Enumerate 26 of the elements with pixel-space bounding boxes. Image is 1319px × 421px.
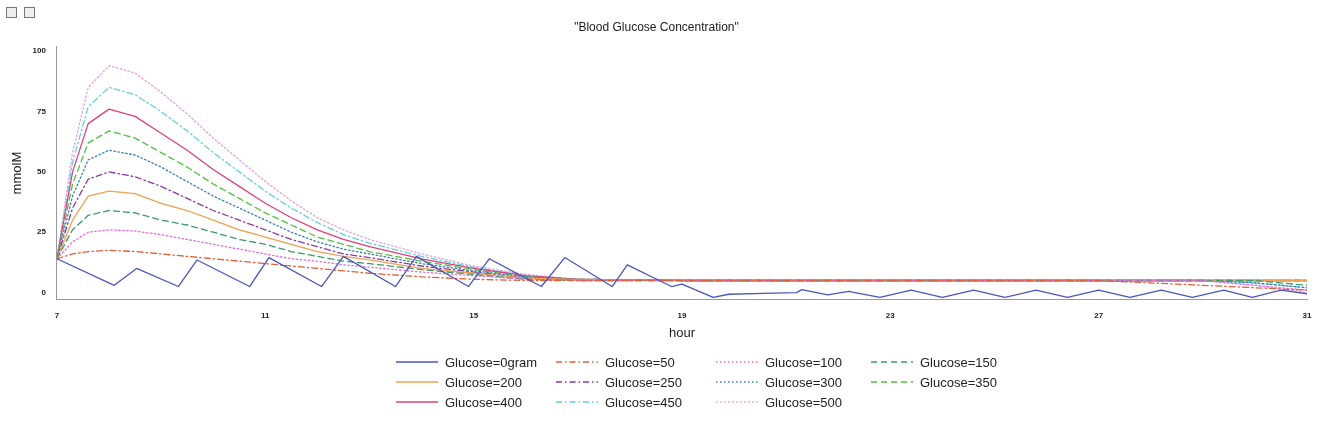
y-tick-label: 75	[37, 106, 47, 116]
legend-label: Glucose=350	[920, 374, 997, 390]
legend-label: Glucose=450	[605, 394, 682, 410]
x-tick-label: 15	[469, 310, 479, 320]
x-tick-label: 31	[1302, 310, 1312, 320]
y-tick-label: 100	[32, 46, 47, 56]
legend-label: Glucose=400	[445, 394, 522, 410]
legend-label: Glucose=150	[920, 354, 997, 370]
x-tick-label: 27	[1094, 310, 1104, 320]
x-tick-label: 7	[54, 310, 60, 320]
x-tick-label: 19	[677, 310, 687, 320]
x-tick-label: 23	[885, 310, 896, 320]
legend-label: Glucose=500	[765, 394, 842, 410]
legend-label: Glucose=250	[605, 374, 682, 390]
x-axis-title: hour	[668, 324, 696, 340]
legend-label: Glucose=50	[605, 354, 675, 370]
legend-label: Glucose=100	[765, 354, 842, 370]
y-tick-label: 0	[41, 287, 47, 297]
chart-title: "Blood Glucose Concentration"	[574, 19, 739, 34]
legend-label: Glucose=300	[765, 374, 842, 390]
legend-label: Glucose=200	[445, 374, 522, 390]
legend-label: Glucose=0gram	[445, 354, 538, 370]
y-tick-label: 50	[37, 167, 47, 177]
y-axis-title: mmolM	[9, 151, 25, 195]
y-tick-label: 25	[37, 227, 47, 237]
x-tick-label: 11	[261, 310, 271, 320]
